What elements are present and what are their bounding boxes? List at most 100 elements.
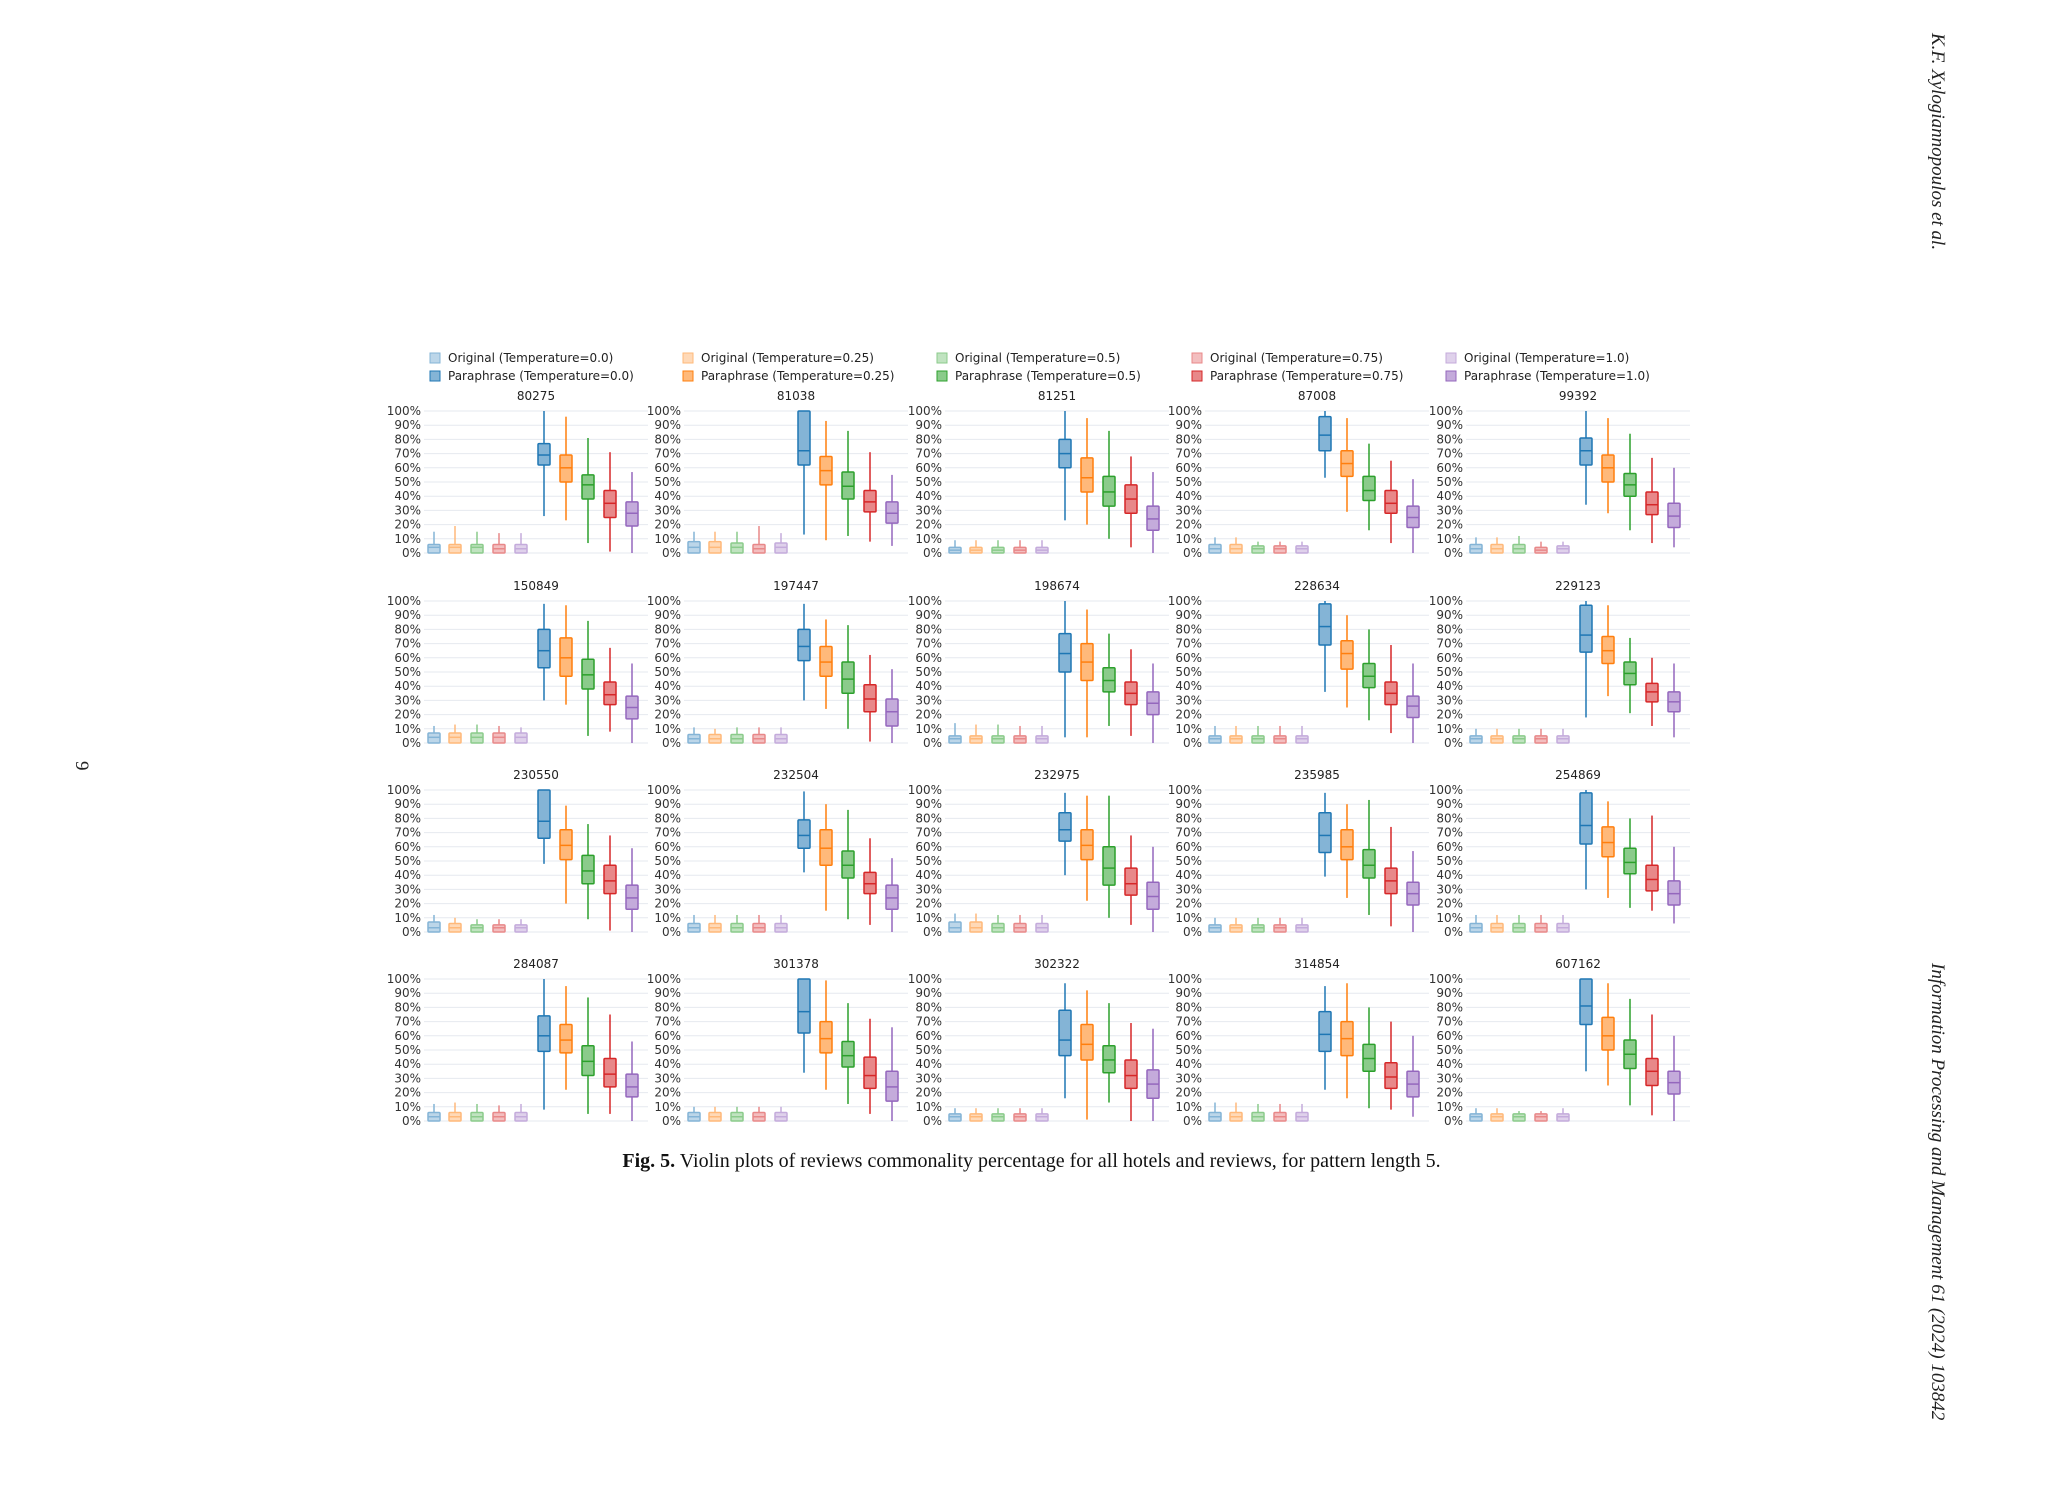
box [1318, 415, 1332, 452]
y-tick-label: 80% [1436, 622, 1463, 636]
y-tick-label: 90% [394, 418, 421, 432]
box-paraphrase-temperature-0-5 [1102, 1003, 1116, 1103]
y-tick-label: 50% [394, 1043, 421, 1057]
box-paraphrase-temperature-0-75 [863, 654, 877, 742]
y-tick-label: 10% [654, 532, 681, 546]
box-original-temperature-0-5 [991, 1108, 1005, 1122]
box-original-temperature-0-75 [1273, 1103, 1287, 1122]
y-tick-label: 0% [402, 925, 421, 939]
panel-title: 607162 [1555, 957, 1601, 971]
y-tick-label: 80% [654, 622, 681, 636]
y-tick-label: 90% [394, 608, 421, 622]
box-paraphrase-temperature-0-0 [1058, 411, 1072, 521]
y-tick-label: 20% [394, 897, 421, 911]
y-tick-label: 100% [1429, 404, 1463, 418]
box-original-temperature-0-25 [969, 1108, 983, 1122]
y-tick-label: 60% [1175, 840, 1202, 854]
box-original-temperature-0-5 [730, 914, 744, 933]
box [448, 543, 462, 554]
box-paraphrase-temperature-0-75 [1645, 815, 1659, 911]
y-tick-label: 30% [1175, 882, 1202, 896]
panel-301378: 301378 100%90%80%70%60%50%40%30%20%10%0% [647, 957, 908, 1128]
box-paraphrase-temperature-0-25 [819, 804, 833, 911]
y-tick-label: 40% [1175, 1057, 1202, 1071]
y-tick-label: 20% [915, 1086, 942, 1100]
y-tick-label: 90% [394, 986, 421, 1000]
y-tick-label: 100% [1168, 972, 1202, 986]
box-original-temperature-0-5 [1512, 1111, 1526, 1122]
y-tick-label: 0% [662, 1114, 681, 1128]
y-tick-label: 50% [394, 665, 421, 679]
y-tick-label: 20% [1436, 708, 1463, 722]
box [537, 628, 551, 669]
box-paraphrase-temperature-0-75 [603, 835, 617, 931]
panel-314854: 314854 100%90%80%70%60%50%40%30%20%10%0% [1168, 957, 1429, 1128]
y-tick-label: 90% [1175, 986, 1202, 1000]
y-tick-label: 100% [908, 972, 942, 986]
box-paraphrase-temperature-1-0 [1146, 663, 1160, 743]
panel-title: 284087 [513, 957, 559, 971]
box [1318, 603, 1332, 646]
legend-swatch-6 [429, 370, 441, 382]
y-tick-label: 100% [908, 594, 942, 608]
legend-swatch-2 [682, 352, 694, 364]
box-original-temperature-1-0 [1556, 541, 1570, 554]
box-paraphrase-temperature-1-0 [1667, 663, 1681, 738]
box-paraphrase-temperature-1-0 [1146, 1028, 1160, 1121]
box-paraphrase-temperature-0-5 [581, 620, 595, 736]
panel-150849: 150849 100%90%80%70%60%50%40%30%20%10%0% [387, 579, 648, 750]
panel-title: 80275 [517, 389, 555, 403]
box-original-temperature-0-0 [948, 1108, 962, 1122]
box-paraphrase-temperature-0-75 [603, 452, 617, 552]
box-original-temperature-1-0 [514, 533, 528, 554]
y-tick-label: 10% [1436, 1100, 1463, 1114]
box-paraphrase-temperature-0-25 [559, 805, 573, 904]
y-tick-label: 100% [1429, 972, 1463, 986]
box-original-temperature-0-75 [492, 919, 506, 933]
box-original-temperature-0-75 [492, 533, 506, 554]
box-paraphrase-temperature-1-0 [625, 848, 639, 932]
box-original-temperature-0-25 [1490, 537, 1504, 554]
box [427, 543, 441, 554]
y-tick-label: 10% [654, 722, 681, 736]
box-paraphrase-temperature-0-0 [1579, 601, 1593, 718]
panel-284087: 284087 100%90%80%70%60%50%40%30%20%10%0% [387, 957, 648, 1128]
box-original-temperature-0-25 [1490, 1108, 1504, 1122]
y-tick-label: 30% [1175, 503, 1202, 517]
box-paraphrase-temperature-0-25 [1080, 795, 1094, 901]
y-tick-label: 90% [1436, 986, 1463, 1000]
box-paraphrase-temperature-0-0 [1579, 978, 1593, 1072]
y-tick-label: 50% [394, 854, 421, 868]
y-tick-label: 10% [1436, 911, 1463, 925]
box-paraphrase-temperature-0-5 [841, 1003, 855, 1104]
box-original-temperature-0-75 [752, 727, 766, 744]
y-tick-label: 50% [915, 475, 942, 489]
y-tick-label: 0% [662, 736, 681, 750]
y-tick-label: 60% [1436, 840, 1463, 854]
y-tick-label: 100% [908, 783, 942, 797]
box-original-temperature-0-5 [730, 1106, 744, 1122]
legend-label-7: Paraphrase (Temperature=0.25) [701, 369, 894, 383]
y-tick-label: 0% [662, 546, 681, 560]
y-tick-label: 50% [1436, 475, 1463, 489]
y-tick-label: 100% [387, 783, 421, 797]
box-paraphrase-temperature-0-0 [1318, 792, 1332, 877]
box-paraphrase-temperature-1-0 [625, 1041, 639, 1121]
box-paraphrase-temperature-0-5 [581, 997, 595, 1114]
box-paraphrase-temperature-0-5 [1623, 818, 1637, 908]
y-tick-label: 30% [654, 1071, 681, 1085]
y-tick-label: 70% [915, 1015, 942, 1029]
y-tick-label: 40% [654, 868, 681, 882]
y-tick-label: 100% [387, 404, 421, 418]
y-tick-label: 0% [402, 546, 421, 560]
y-tick-label: 90% [1175, 797, 1202, 811]
y-tick-label: 60% [1175, 1029, 1202, 1043]
box-paraphrase-temperature-1-0 [1667, 1035, 1681, 1121]
y-tick-label: 0% [923, 736, 942, 750]
box-original-temperature-0-0 [1208, 725, 1222, 744]
box-original-temperature-0-0 [427, 1103, 441, 1122]
box-paraphrase-temperature-1-0 [625, 663, 639, 743]
y-tick-label: 80% [654, 1000, 681, 1014]
box-original-temperature-0-75 [752, 526, 766, 554]
panel-title: 314854 [1294, 957, 1340, 971]
